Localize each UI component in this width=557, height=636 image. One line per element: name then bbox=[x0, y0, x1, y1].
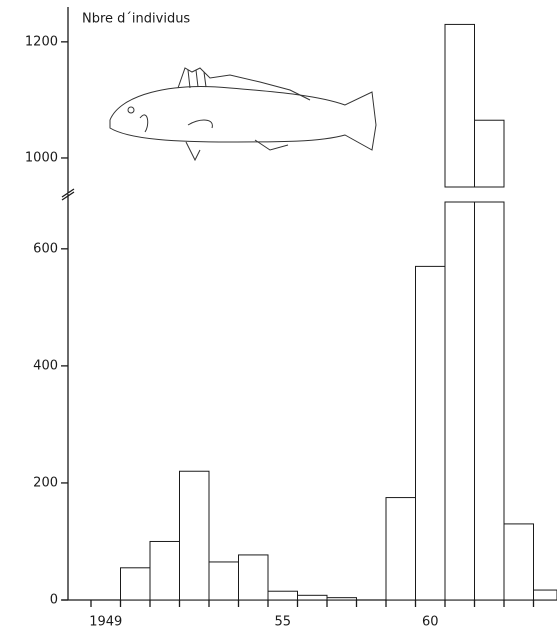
fish-illustration bbox=[109, 67, 377, 162]
bar bbox=[267, 590, 298, 601]
bar bbox=[238, 554, 269, 601]
axis-break bbox=[61, 188, 75, 201]
bar bbox=[415, 265, 446, 601]
x-tick-label: 55 bbox=[274, 615, 291, 630]
bar bbox=[385, 497, 416, 601]
y-tick-label: 1200 bbox=[25, 34, 58, 49]
bar bbox=[120, 567, 151, 601]
bar-upper bbox=[444, 23, 475, 188]
y-tick-label: 400 bbox=[33, 358, 58, 373]
bar-lower bbox=[474, 201, 505, 601]
bar bbox=[208, 561, 239, 601]
y-axis-label: Nbre d´individus bbox=[82, 12, 190, 27]
bar bbox=[297, 594, 328, 601]
bar-lower bbox=[444, 201, 475, 601]
x-tick-label: 60 bbox=[422, 615, 439, 630]
bar-upper bbox=[474, 119, 505, 188]
x-tick-label: 1949 bbox=[89, 615, 122, 630]
y-tick-label: 1000 bbox=[25, 150, 58, 165]
bar bbox=[503, 523, 534, 601]
y-tick-label: 0 bbox=[50, 593, 58, 608]
y-tick-label: 200 bbox=[33, 475, 58, 490]
bar bbox=[149, 540, 180, 601]
bar bbox=[179, 470, 210, 601]
bar bbox=[533, 589, 557, 601]
bar bbox=[326, 597, 357, 601]
y-tick-label: 600 bbox=[33, 241, 58, 256]
